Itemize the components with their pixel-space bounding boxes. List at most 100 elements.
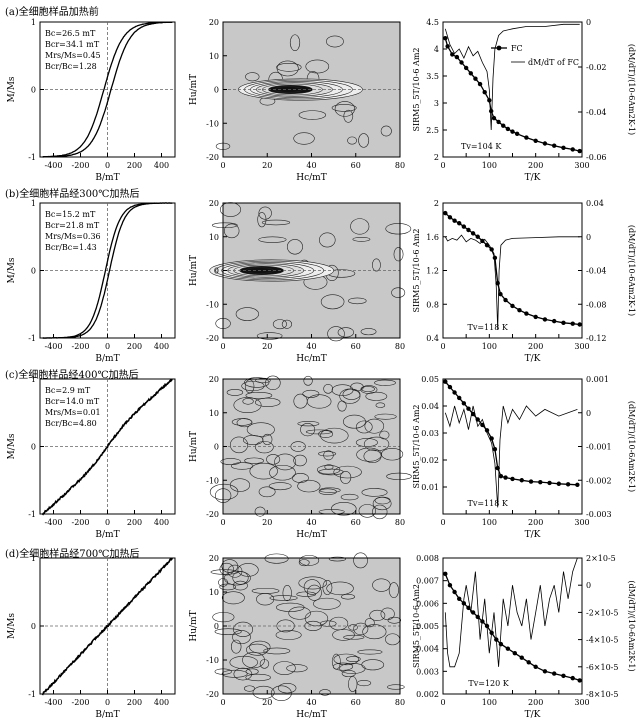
forc-y-tick-label: -20: [206, 690, 219, 699]
hysteresis-plot: -400 -200 0 200 400 -1 0 1 B/mT M/Ms: [7, 554, 176, 720]
lowtemp-x-tick-label: 300: [574, 698, 589, 707]
forc-contour: [270, 685, 292, 701]
forc-contour: [245, 673, 271, 682]
hysteresis-y-tick-label: -1: [28, 510, 36, 519]
forc-contour: [249, 640, 271, 654]
forc-x-tick-label: 80: [395, 161, 405, 170]
lowtemp-fc-point: [552, 143, 557, 148]
forc-contour: [266, 454, 281, 465]
hysteresis-ylabel: M/Ms: [7, 433, 17, 459]
lowtemp-fc-point: [473, 76, 478, 81]
panel-a: (a)全细胞样品加热前-400 -200 0 200 400-101B/mTM/MsBc…: [5, 5, 636, 183]
forc-xlabel: Hc/mT: [296, 530, 326, 540]
lowtemp-fc-point: [498, 641, 504, 647]
forc-contour: [352, 236, 371, 242]
forc-contour: [297, 421, 320, 427]
forc-contour: [360, 385, 378, 394]
lowtemp-y2-tick-label: -0.02: [586, 63, 607, 72]
forc-y-tick-label: -20: [206, 334, 219, 343]
forc-contour: [261, 219, 291, 226]
forc-contour: [293, 454, 307, 467]
lowtemp-y2-tick-label: -0.003: [586, 510, 612, 519]
forc-diagram: 0 20 40 60 80 -20 -10 0 10 20 Hc/mT Hu/mT: [189, 552, 405, 720]
lowtemp-fc-point: [452, 390, 457, 395]
forc-contour: [305, 59, 330, 74]
lowtemp-y2-tick-label: -0.06: [586, 153, 607, 162]
hysteresis-lower-branch: [42, 21, 173, 158]
lowtemp-y-tick-label: 4.5: [426, 18, 439, 27]
forc-contour: [361, 659, 385, 671]
hysteresis-xlabel: B/mT: [95, 710, 119, 720]
forc-contour: [340, 493, 359, 501]
lowtemp-fc-point: [524, 135, 529, 140]
forc-contour: [244, 379, 255, 394]
forc-y-tick-label: -10: [206, 119, 219, 128]
hysteresis-param: Mrs/Ms=0.36: [45, 232, 101, 241]
forc-contour: [355, 420, 373, 434]
forc-contour: [387, 684, 405, 690]
lowtemp-dmdt-line: [444, 234, 580, 330]
hysteresis-param: Bcr=21.8 mT: [45, 221, 100, 230]
hysteresis-param: Bcr/Bc=1.43: [45, 243, 97, 252]
lowtemp-fc-point: [503, 475, 508, 480]
forc-y-tick-label: 0: [214, 267, 219, 276]
forc-contour: [302, 389, 320, 398]
hysteresis-x-tick-label: 400: [154, 518, 169, 527]
forc-contour: [230, 462, 254, 470]
forc-contour: [372, 258, 381, 272]
hysteresis-lower-branch: [42, 379, 173, 515]
forc-y-tick-label: 10: [209, 52, 219, 61]
forc-contour: [258, 206, 272, 220]
forc-y-tick-label: -10: [206, 476, 219, 485]
forc-contour: [219, 562, 234, 576]
lowtemp-fc-point: [452, 589, 457, 595]
hysteresis-x-tick-label: 200: [127, 161, 142, 170]
forc-contour: [319, 620, 337, 627]
lowtemp-fc-point: [492, 255, 498, 261]
forc-contour: [289, 34, 301, 52]
forc-contour: [388, 582, 399, 598]
lowtemp-fc-point: [528, 479, 534, 484]
hysteresis-x-tick-label: 0: [105, 342, 110, 351]
forc-contour: [324, 464, 334, 470]
forc-x-tick-label: 0: [220, 698, 225, 707]
hysteresis-y-tick-label: 0: [31, 443, 36, 452]
forc-contour: [353, 552, 368, 569]
lowtemp-fc-point: [510, 129, 515, 134]
lowtemp-fc-point: [524, 311, 529, 316]
forc-y-tick-label: 20: [209, 199, 219, 208]
lowtemp-y2-tick-label: 0: [586, 233, 591, 242]
lowtemp-y2-tick-label: -0.002: [586, 476, 612, 485]
forc-contour: [251, 587, 280, 594]
forc-y-tick-label: 20: [209, 554, 219, 563]
hysteresis-x-tick-label: -200: [72, 161, 90, 170]
lowtemp-fc-point: [547, 480, 552, 486]
forc-contour: [244, 685, 256, 692]
forc-contour: [372, 496, 392, 511]
forc-contour: [386, 472, 412, 480]
forc-contour: [327, 326, 345, 342]
forc-contour: [365, 391, 388, 401]
lowtemp-fc-point: [505, 126, 511, 132]
hysteresis-y-tick-label: 1: [31, 199, 36, 208]
forc-contour: [303, 579, 321, 595]
forc-ylabel: Hu/mT: [189, 255, 199, 286]
lowtemp-y-tick-label: 0.007: [416, 577, 439, 586]
lowtemp-fc-point: [570, 147, 575, 152]
forc-x-tick-label: 20: [262, 698, 272, 707]
forc-contour: [305, 429, 333, 435]
lowtemp-fc-point: [489, 247, 494, 252]
forc-contour: [374, 413, 397, 420]
lowtemp-y-tick-label: 0.02: [421, 456, 439, 465]
lowtemp-y-tick-label: 0.05: [421, 375, 439, 384]
forc-contour: [358, 133, 370, 148]
forc-contour: [350, 218, 370, 235]
hysteresis-x-tick-label: -400: [45, 698, 63, 707]
lowtemp-x-tick-label: 100: [482, 161, 497, 170]
forc-contour: [375, 402, 386, 408]
lowtemp-y-tick-label: 0.006: [416, 599, 439, 608]
forc-x-tick-label: 60: [351, 161, 361, 170]
hysteresis-param: Bcr=34.1 mT: [45, 40, 100, 49]
hysteresis-x-tick-label: 0: [105, 161, 110, 170]
lowtemp-fc-point: [494, 637, 499, 642]
